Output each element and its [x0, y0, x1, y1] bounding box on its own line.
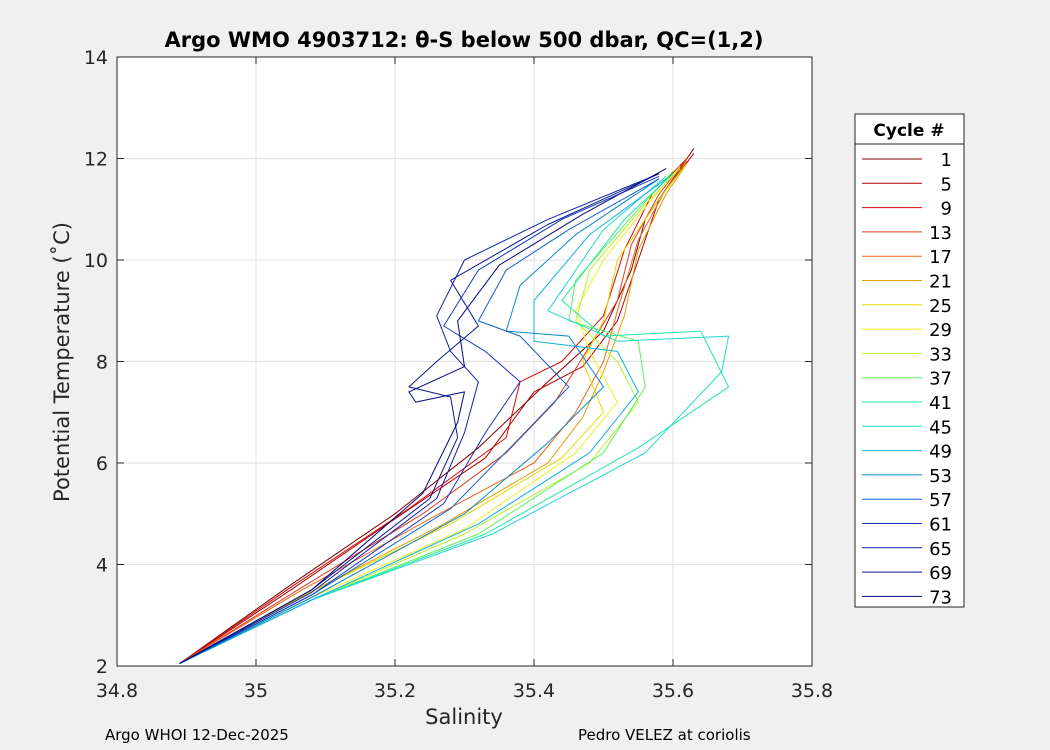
legend-label: 17 — [929, 247, 952, 268]
series-line — [179, 168, 681, 664]
x-tick-label: 35.2 — [374, 680, 416, 702]
legend-label: 33 — [929, 344, 952, 365]
y-axis-label: Potential Temperature (˚C) — [50, 222, 74, 502]
series-layer — [179, 148, 730, 664]
legend-label: 21 — [929, 272, 952, 293]
y-tick-label: 12 — [84, 149, 108, 171]
x-tick-label: 34.8 — [96, 680, 138, 702]
x-tick-label: 35.8 — [791, 680, 833, 702]
legend-label: 41 — [929, 393, 952, 414]
series-line — [179, 178, 667, 664]
legend-label: 57 — [929, 490, 952, 511]
legend-title: Cycle # — [873, 121, 944, 141]
legend-label: 5 — [941, 174, 952, 195]
axis-ticks: 34.8 35 35.2 35.4 35.6 35.8 2 4 6 8 10 12 14 — [84, 47, 833, 702]
y-tick-label: 6 — [96, 453, 108, 475]
series-line — [179, 158, 688, 664]
x-tick-label: 35.4 — [513, 680, 555, 702]
legend-label: 45 — [929, 417, 952, 438]
y-tick-label: 10 — [84, 250, 108, 272]
footer-right-note: Pedro VELEZ at coriolis — [578, 726, 751, 744]
series-line — [179, 168, 667, 664]
legend-label: 25 — [929, 296, 952, 317]
series-line — [179, 175, 660, 664]
series-line — [179, 173, 660, 664]
legend-label: 61 — [929, 515, 952, 536]
legend-label: 9 — [941, 199, 952, 220]
legend: Cycle # 1 5 9 13 17 21 25 29 33 37 41 45 49 53 57 61 65 6… — [854, 113, 965, 608]
series-line — [179, 170, 674, 664]
legend-label: 65 — [929, 539, 952, 560]
x-tick-label: 35.6 — [652, 680, 694, 702]
x-tick-label: 35 — [244, 680, 268, 702]
legend-label: 1 — [941, 150, 952, 171]
series-line — [179, 178, 660, 664]
series-line — [179, 163, 688, 664]
legend-box — [854, 113, 965, 608]
chart-title: Argo WMO 4903712: θ-S below 500 dbar, QC… — [165, 28, 764, 52]
legend-label: 13 — [929, 223, 952, 244]
series-line — [179, 163, 688, 664]
series-line — [179, 160, 688, 664]
series-line — [179, 175, 730, 664]
legend-label: 53 — [929, 466, 952, 487]
series-line — [179, 178, 660, 664]
legend-label: 69 — [929, 563, 952, 584]
series-line — [179, 165, 681, 664]
x-axis-label: Salinity — [425, 705, 503, 729]
y-tick-label: 14 — [84, 47, 108, 69]
legend-label: 73 — [929, 587, 952, 608]
footer-left-note: Argo WHOI 12-Dec-2025 — [105, 726, 289, 744]
legend-entries: 1 5 9 13 17 21 25 29 33 37 41 45 49 53 57 61 65 69 73 — [862, 150, 952, 608]
y-tick-label: 4 — [96, 555, 108, 577]
legend-label: 37 — [929, 369, 952, 390]
legend-label: 29 — [929, 320, 952, 341]
y-tick-label: 8 — [96, 352, 108, 374]
legend-label: 49 — [929, 442, 952, 463]
series-line — [179, 173, 730, 664]
y-tick-label: 2 — [96, 656, 108, 678]
